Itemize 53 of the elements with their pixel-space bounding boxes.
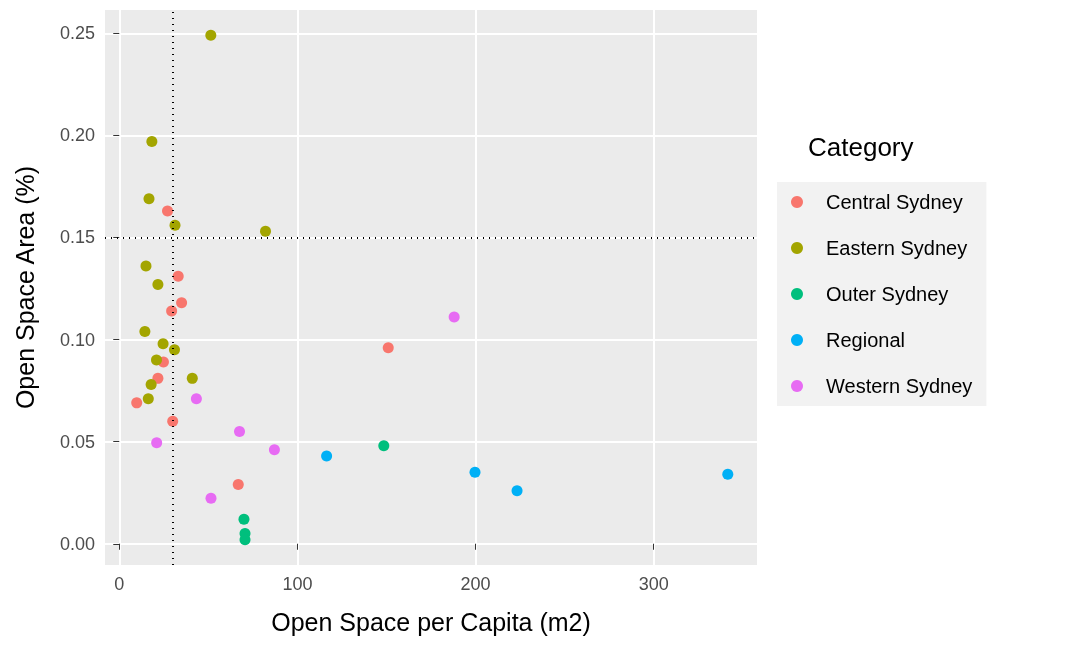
point [722, 468, 734, 480]
point [268, 444, 280, 456]
point [469, 466, 481, 478]
point [146, 136, 158, 147]
point [234, 425, 245, 437]
point [162, 205, 174, 217]
point [190, 393, 202, 405]
point [172, 270, 184, 282]
legend-label: Eastern Sydney [826, 237, 968, 259]
legend-label: Western Sydney [826, 375, 973, 397]
legend-label: Central Sydney [826, 191, 963, 213]
y-tick-label: 0.05 [59, 431, 95, 452]
legend-title: Category [808, 132, 914, 162]
point [321, 450, 333, 462]
point [378, 440, 390, 452]
point [139, 325, 151, 337]
x-tick-label: 100 [282, 574, 313, 594]
y-tick-label: 0.00 [59, 533, 95, 554]
legend-label: Regional [826, 329, 905, 351]
point [151, 437, 163, 449]
x-tick-label: 300 [638, 574, 669, 594]
point [140, 260, 152, 272]
y-tick-label: 0.25 [59, 23, 95, 44]
point [142, 393, 154, 405]
point [169, 219, 181, 231]
legend-label: Outer Sydney [826, 283, 949, 305]
y-tick-label: 0.10 [59, 329, 95, 350]
y-axis-title: Open Space Area (%) [10, 165, 39, 410]
point [166, 305, 178, 317]
point [145, 378, 157, 390]
point [152, 372, 164, 384]
point [143, 193, 155, 205]
point [382, 342, 394, 354]
point [152, 278, 164, 290]
point [131, 397, 143, 409]
point [157, 338, 169, 350]
point [232, 479, 244, 491]
y-tick-label: 0.20 [59, 125, 95, 146]
x-tick-label: 200 [460, 574, 491, 594]
point [186, 372, 198, 384]
x-axis-title: Open Space per Capita (m2) [271, 607, 591, 636]
point [168, 344, 180, 356]
point [150, 354, 162, 366]
point [511, 485, 523, 497]
point [205, 29, 217, 41]
x-tick-label: 0 [114, 574, 125, 594]
y-tick-label: 0.15 [59, 227, 95, 248]
point [167, 415, 179, 427]
point [176, 297, 188, 309]
point [238, 513, 250, 525]
point [260, 225, 272, 237]
point [205, 492, 217, 504]
point [448, 311, 460, 323]
